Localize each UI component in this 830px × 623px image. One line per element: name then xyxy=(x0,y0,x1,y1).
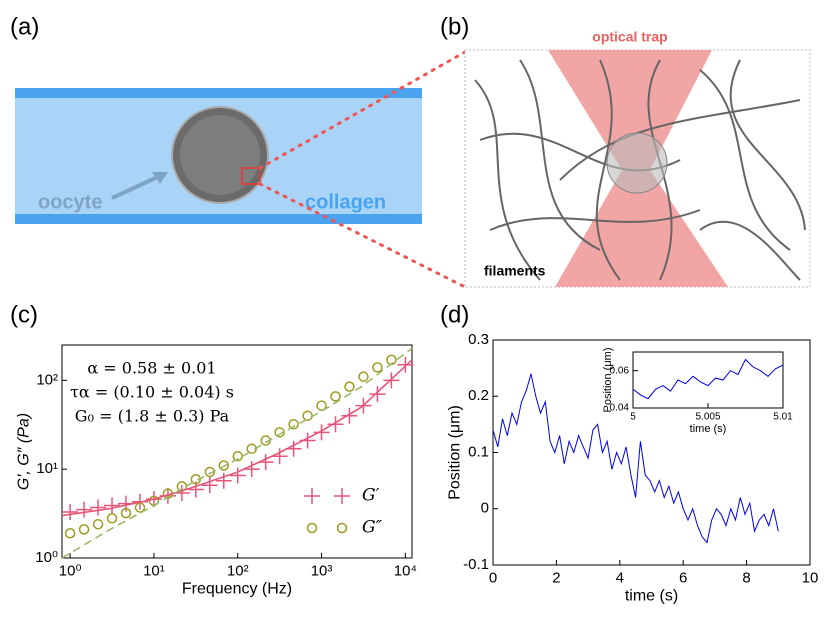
wall xyxy=(15,88,422,98)
x-tick-label: 10² xyxy=(227,562,249,579)
x-tick-label: 6 xyxy=(679,569,687,586)
arrow xyxy=(111,174,161,200)
circle-marker xyxy=(330,391,341,402)
oocyte-texture xyxy=(180,115,260,195)
annotation: G₀ = (1.8 ± 0.3) Pa xyxy=(75,407,230,426)
circle-marker xyxy=(358,371,369,382)
y-tick-label: 0.04 xyxy=(610,403,630,414)
bead xyxy=(606,132,668,194)
y-axis-label: Position (μm) xyxy=(447,405,464,500)
circle-marker xyxy=(274,427,285,438)
label: filaments xyxy=(484,263,546,279)
y-axis-label: Position (μm) xyxy=(602,347,614,412)
data-line xyxy=(61,359,413,517)
x-tick-label: 5.01 xyxy=(773,412,793,423)
y-tick-label: 10¹ xyxy=(36,460,58,477)
y-tick-label: 0 xyxy=(481,500,489,517)
plus-marker xyxy=(229,467,246,484)
x-tick-label: 2 xyxy=(552,569,560,586)
x-axis-label: time (s) xyxy=(690,423,727,435)
circle-marker xyxy=(134,502,146,513)
x-tick-label: 0 xyxy=(489,569,497,586)
legend-marker xyxy=(306,522,318,534)
legend-marker xyxy=(336,522,348,534)
x-tick-label: 10¹ xyxy=(143,562,165,579)
circle-marker xyxy=(120,507,132,519)
plus-marker xyxy=(383,372,400,389)
circle-marker xyxy=(106,513,118,524)
annotation: α = 0.58 ± 0.01 xyxy=(87,359,216,378)
x-tick-label: 8 xyxy=(742,569,750,586)
data-line xyxy=(632,358,784,400)
plus-marker xyxy=(215,472,232,489)
legend-label: G″ xyxy=(362,518,383,538)
circle-marker xyxy=(64,527,76,539)
plus-marker xyxy=(327,416,344,433)
panel-label: (c) xyxy=(10,301,38,328)
label: oocyte xyxy=(38,191,102,213)
x-tick-label: 10⁴ xyxy=(394,562,417,579)
legend-marker xyxy=(334,488,350,504)
label: collagen xyxy=(305,191,386,213)
panel-label: (d) xyxy=(440,301,469,328)
plus-marker xyxy=(271,448,288,465)
y-axis-label: G′, G″ (Pa) xyxy=(16,413,33,490)
annotation: τα = (0.10 ± 0.04) s xyxy=(70,383,234,402)
data-line xyxy=(61,347,413,559)
x-tick-label: 10⁰ xyxy=(59,562,82,579)
plus-marker xyxy=(369,386,386,403)
circle-marker xyxy=(344,381,355,392)
plus-marker xyxy=(397,356,414,373)
zoom-line xyxy=(258,50,467,289)
circle-marker xyxy=(232,450,243,462)
circle-marker xyxy=(372,362,383,373)
plus-marker xyxy=(90,499,107,516)
x-axis-label: time (s) xyxy=(625,588,678,605)
plus-marker xyxy=(76,501,93,518)
x-axis-label: Frequency (Hz) xyxy=(182,581,292,598)
y-tick-label: 0.06 xyxy=(610,365,630,376)
x-tick-label: 4 xyxy=(616,569,624,586)
x-tick-label: 5.005 xyxy=(695,412,720,423)
legend-marker xyxy=(304,488,320,504)
plus-marker xyxy=(104,497,121,514)
plus-marker xyxy=(201,477,218,494)
label: optical trap xyxy=(592,29,667,45)
wall xyxy=(15,214,422,224)
legend-label: G′ xyxy=(362,486,380,506)
plot-frame xyxy=(632,351,784,409)
y-tick-label: 0.1 xyxy=(468,443,489,460)
zoom-box xyxy=(241,167,261,185)
y-tick-label: -0.1 xyxy=(463,556,489,573)
y-tick-label: 10⁰ xyxy=(35,549,58,566)
panel-label: (a) xyxy=(10,13,39,40)
circle-marker xyxy=(218,460,230,471)
arrow-head xyxy=(152,172,168,184)
plus-marker xyxy=(62,503,79,520)
plus-marker xyxy=(243,461,260,478)
circle-marker xyxy=(78,524,90,535)
circle-marker xyxy=(316,400,327,411)
y-tick-label: 0.2 xyxy=(468,387,489,404)
plus-marker xyxy=(313,424,330,441)
x-tick-label: 5 xyxy=(630,412,636,423)
circle-marker xyxy=(92,518,104,530)
x-tick-label: 10³ xyxy=(311,562,333,579)
y-tick-label: 0.3 xyxy=(468,331,489,348)
plus-marker xyxy=(341,407,358,424)
y-tick-label: 10² xyxy=(36,371,58,388)
x-tick-label: 10 xyxy=(802,569,819,586)
panel-label: (b) xyxy=(440,13,469,40)
data-line xyxy=(492,373,779,544)
circle-marker xyxy=(288,419,299,430)
